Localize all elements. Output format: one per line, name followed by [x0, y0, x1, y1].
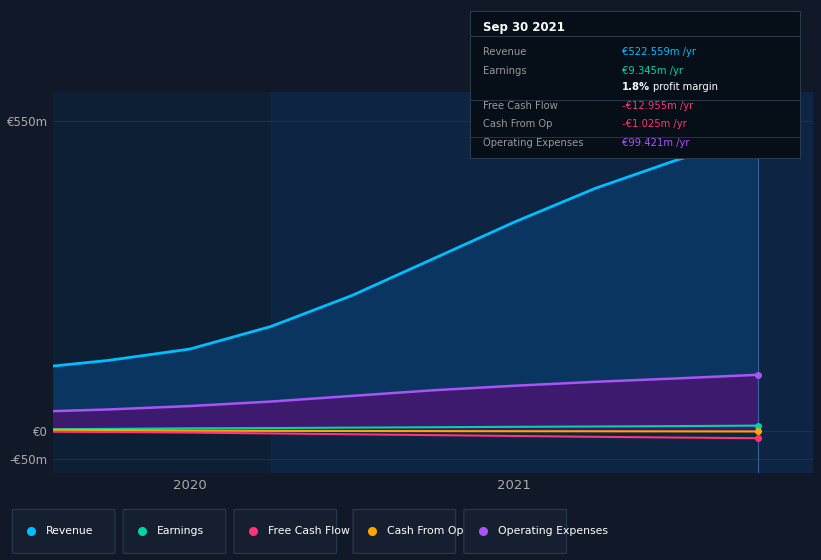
Text: Revenue: Revenue [46, 526, 94, 536]
Text: Operating Expenses: Operating Expenses [483, 138, 584, 147]
FancyBboxPatch shape [12, 510, 115, 553]
Text: Sep 30 2021: Sep 30 2021 [483, 21, 565, 34]
Text: Cash From Op: Cash From Op [483, 119, 553, 129]
Text: -€1.025m /yr: -€1.025m /yr [621, 119, 686, 129]
FancyBboxPatch shape [353, 510, 456, 553]
FancyBboxPatch shape [123, 510, 226, 553]
Text: Cash From Op: Cash From Op [387, 526, 463, 536]
Text: €522.559m /yr: €522.559m /yr [621, 47, 696, 57]
FancyBboxPatch shape [464, 510, 566, 553]
Text: Free Cash Flow: Free Cash Flow [483, 101, 557, 111]
Text: €9.345m /yr: €9.345m /yr [621, 66, 683, 76]
Text: Revenue: Revenue [483, 47, 526, 57]
Text: -€12.955m /yr: -€12.955m /yr [621, 101, 693, 111]
Text: Operating Expenses: Operating Expenses [498, 526, 608, 536]
Text: Earnings: Earnings [483, 66, 526, 76]
Text: Free Cash Flow: Free Cash Flow [268, 526, 350, 536]
Text: €99.421m /yr: €99.421m /yr [621, 138, 690, 147]
FancyBboxPatch shape [234, 510, 337, 553]
Text: 1.8%: 1.8% [621, 82, 650, 92]
Bar [271, 92, 813, 473]
Text: profit margin: profit margin [654, 82, 718, 92]
Text: Earnings: Earnings [157, 526, 204, 536]
